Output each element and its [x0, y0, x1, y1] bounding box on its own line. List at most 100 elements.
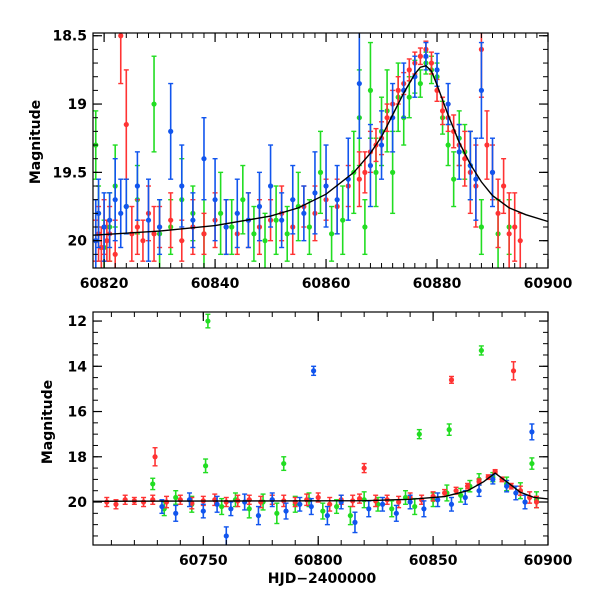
data-point-blue — [256, 203, 263, 210]
data-point-blue — [407, 499, 413, 505]
data-point-green — [362, 224, 368, 230]
data-point-red — [315, 494, 321, 501]
data-point-blue — [190, 217, 196, 223]
data-point-blue — [352, 519, 358, 525]
data-point-blue — [242, 499, 248, 505]
data-point-green — [246, 506, 252, 512]
data-point-blue — [423, 53, 429, 59]
data-point-red — [201, 231, 207, 237]
data-point-blue — [228, 506, 234, 512]
data-point-blue — [279, 217, 285, 223]
data-point-green — [320, 508, 326, 514]
y-tick-label: 20 — [68, 495, 88, 511]
data-point-red — [533, 499, 540, 505]
data-point-red — [304, 497, 310, 503]
top-panel-data-layer — [93, 33, 523, 268]
data-point-blue — [101, 224, 107, 230]
data-point-red — [152, 454, 158, 460]
data-point-blue — [301, 210, 307, 216]
data-point-red — [501, 183, 507, 189]
data-point-green — [347, 512, 353, 519]
x-tick-label: 60800 — [294, 553, 343, 569]
bottom-panel-frame — [92, 311, 549, 546]
data-point-blue — [504, 483, 510, 489]
data-point-red — [104, 499, 110, 505]
data-point-blue — [312, 190, 318, 196]
data-point-red — [179, 238, 185, 244]
data-point-green — [173, 494, 179, 501]
y-tick-label: 19 — [68, 97, 87, 113]
data-point-blue — [308, 503, 314, 510]
data-point-green — [218, 210, 224, 216]
data-point-blue — [462, 494, 468, 501]
y-tick-label: 14 — [68, 359, 88, 375]
data-point-blue — [522, 499, 528, 505]
data-point-red — [356, 496, 363, 502]
data-point-red — [151, 231, 157, 237]
data-point-green — [317, 169, 324, 175]
data-point-red — [113, 501, 119, 507]
data-point-green — [446, 427, 452, 433]
x-tick-label: 60860 — [302, 276, 351, 292]
data-point-blue — [456, 149, 462, 155]
data-point-red — [140, 499, 147, 505]
data-point-blue — [156, 224, 163, 230]
data-point-green — [373, 169, 379, 175]
bottom-panel-model-curve — [92, 472, 549, 502]
x-tick-label: 60840 — [191, 276, 240, 292]
data-point-blue — [334, 197, 340, 203]
data-point-red — [406, 67, 412, 73]
data-point-red — [396, 499, 402, 505]
top-panel-ticks: 60820 60840 60860 60880 60900 18.5 19 19.5 20 — [52, 29, 572, 292]
data-point-blue — [448, 501, 455, 507]
data-point-green — [340, 217, 346, 223]
bottom-panel-ticks: 60750 60800 60850 60900 12 14 16 18 20 — [68, 312, 573, 569]
data-point-green — [458, 492, 464, 498]
data-point-blue — [214, 501, 220, 507]
y-tick-label: 18.5 — [52, 29, 87, 45]
data-point-green — [529, 460, 535, 467]
data-point-red — [98, 244, 104, 251]
data-point-blue — [421, 506, 427, 512]
data-point-green — [229, 224, 235, 230]
x-tick-label: 60880 — [413, 276, 462, 292]
bottom-panel-y-axis-title: Magnitude — [40, 380, 56, 464]
data-point-green — [281, 460, 287, 467]
data-point-blue — [490, 476, 496, 482]
y-tick-label: 19.5 — [52, 165, 87, 181]
data-point-blue — [393, 510, 399, 516]
data-point-red — [134, 224, 140, 230]
data-point-green — [284, 231, 290, 237]
data-point-green — [205, 318, 211, 324]
data-point-red — [163, 499, 170, 505]
data-point-green — [406, 94, 412, 100]
data-point-blue — [297, 501, 303, 507]
data-point-blue — [134, 183, 140, 189]
data-point-blue — [478, 87, 485, 93]
data-point-red — [492, 468, 498, 475]
data-point-green — [203, 463, 209, 469]
data-point-red — [362, 169, 368, 175]
data-point-red — [112, 251, 118, 257]
data-point-red — [361, 465, 367, 471]
data-point-red — [510, 368, 517, 374]
data-point-blue — [476, 488, 482, 494]
data-point-red — [517, 238, 523, 244]
data-point-green — [306, 224, 313, 230]
data-point-green — [367, 87, 374, 93]
data-point-blue — [179, 183, 185, 189]
data-point-green — [262, 238, 268, 244]
top-panel-y-axis-title: Magnitude — [28, 100, 44, 184]
data-point-blue — [489, 169, 496, 175]
data-point-blue — [473, 176, 479, 182]
data-point-red — [453, 488, 459, 494]
data-point-red — [441, 490, 448, 496]
data-point-red — [140, 238, 146, 244]
bottom-panel-data-layer — [104, 313, 540, 545]
data-point-red — [395, 87, 401, 93]
data-point-blue — [223, 224, 229, 230]
data-point-red — [484, 142, 490, 148]
data-point-green — [389, 506, 395, 512]
data-point-green — [251, 231, 257, 237]
